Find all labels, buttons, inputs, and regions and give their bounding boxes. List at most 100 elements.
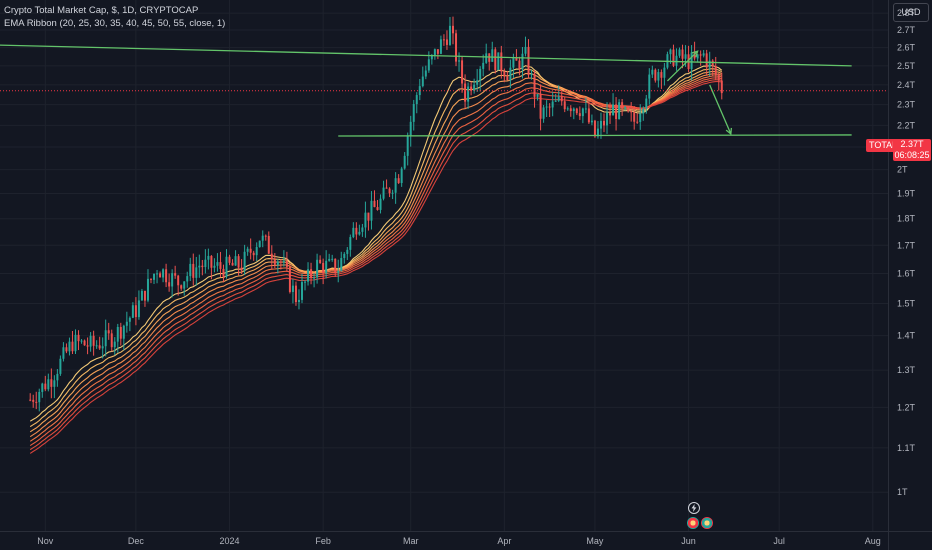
candle-body (509, 67, 512, 81)
candle-body (68, 341, 71, 352)
symbol-price-tag: TOTAL (866, 139, 901, 152)
ema-line-50 (29, 79, 722, 451)
candle-body (491, 49, 494, 62)
projection-down-arrowhead (725, 127, 733, 136)
ema-line-45 (29, 77, 722, 447)
candle-body (533, 73, 536, 97)
candle-body (128, 317, 131, 322)
x-tick-label: 2024 (220, 536, 240, 546)
candle-body (29, 399, 32, 401)
candle-body (633, 112, 636, 122)
candle-body (515, 57, 518, 61)
candle-body (107, 330, 110, 334)
candle-body (140, 290, 143, 301)
candle-body (506, 76, 509, 81)
y-tick-label: 1.2T (897, 402, 916, 412)
candle-body (334, 258, 337, 273)
y-tick-label: 1.5T (897, 299, 916, 309)
candle-body (654, 69, 657, 81)
last-price-value: 2.37T (900, 139, 924, 149)
candle-body (358, 231, 361, 235)
candle-body (177, 275, 180, 286)
candle-body (189, 263, 192, 277)
x-tick-label: Dec (128, 536, 145, 546)
y-tick-label: 2.5T (897, 61, 916, 71)
price-axis[interactable]: 1T 1.1T 1.2T 1.3T 1.4T 1.5T 1.6T 1.7T 1.8T 1.9T 2T… (897, 8, 916, 497)
candle-body (297, 299, 300, 303)
ema-line-55 (29, 81, 722, 454)
candle-body (213, 265, 216, 268)
candle-body (331, 258, 334, 260)
candle-body (663, 67, 666, 78)
candle-body (113, 341, 116, 348)
time-axis[interactable]: Nov Dec 2024 Feb Mar Apr May Jun Jul Aug (37, 536, 880, 546)
candle-body (246, 248, 249, 252)
candle-body (304, 281, 307, 283)
currency-button[interactable]: USD (893, 3, 929, 22)
event-icon-2[interactable] (701, 517, 713, 529)
candle-body (548, 106, 551, 108)
candle-body (276, 261, 279, 265)
candle-body (545, 106, 548, 108)
candle-body (551, 101, 554, 108)
candle-body (349, 237, 352, 250)
candle-body (325, 260, 328, 274)
candle-body (581, 108, 584, 117)
candle-body (32, 399, 35, 402)
candle-body (512, 57, 515, 68)
candle-body (62, 347, 65, 359)
x-tick-label: May (586, 536, 604, 546)
lightning-icon[interactable] (688, 502, 700, 514)
candle-body (367, 212, 370, 221)
symbol-title[interactable]: Crypto Total Market Cap, $, 1D, CRYPTOCA… (4, 5, 199, 16)
candle-body (137, 300, 140, 318)
candle-body (648, 74, 651, 99)
y-tick-label: 2T (897, 165, 908, 175)
candle-body (575, 108, 578, 114)
candle-body (708, 60, 711, 68)
candle-body (86, 345, 89, 347)
candle-body (146, 278, 149, 301)
indicator-title[interactable]: EMA Ribbon (20, 25, 30, 35, 40, 45, 50, … (4, 18, 226, 29)
candle-body (80, 340, 83, 342)
candle-body (47, 379, 50, 390)
candle-body (216, 262, 219, 266)
candle-body (630, 111, 633, 113)
candle-body (587, 108, 590, 123)
chart-legend[interactable]: Crypto Total Market Cap, $, 1D, CRYPTOCA… (4, 4, 225, 30)
candle-body (711, 60, 714, 67)
candle-body (518, 60, 521, 70)
candle-body (394, 178, 397, 193)
candle-body (376, 207, 379, 210)
candle-body (153, 273, 156, 280)
resistance-trendline (0, 44, 852, 67)
y-tick-label: 1.4T (897, 331, 916, 341)
candle-body (219, 262, 222, 269)
event-icon[interactable] (687, 517, 699, 529)
candle-body (702, 53, 705, 56)
trendlines[interactable] (0, 27, 852, 137)
candle-body (53, 380, 56, 387)
candle-body (373, 200, 376, 208)
candle-body (660, 72, 663, 78)
candle-body (150, 278, 152, 280)
candle-body (642, 108, 645, 114)
candle-body (41, 383, 44, 392)
candle-body (364, 212, 367, 228)
y-tick-label: 1.1T (897, 443, 916, 453)
candle-body (125, 321, 128, 326)
candle-body (500, 52, 503, 72)
candle-body (427, 59, 430, 71)
candle-body (609, 112, 612, 116)
y-tick-label: 1.3T (897, 365, 916, 375)
candle-body (599, 120, 602, 129)
candle-body (612, 104, 615, 116)
candle-body (433, 49, 436, 56)
candle-body (524, 46, 527, 54)
candle-body (705, 53, 708, 68)
candle-body (225, 256, 228, 277)
candle-body (95, 345, 98, 347)
candle-body (89, 335, 92, 347)
candle-body (563, 101, 566, 110)
